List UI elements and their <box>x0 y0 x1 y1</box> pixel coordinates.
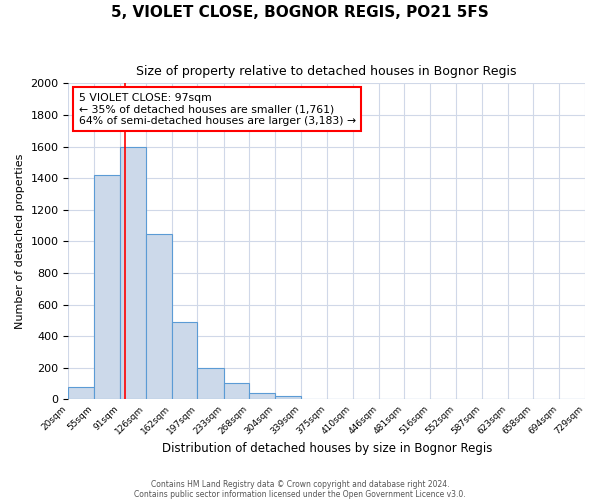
Bar <box>224 383 249 400</box>
Bar <box>68 387 94 400</box>
Bar <box>275 396 301 400</box>
Bar <box>146 234 172 400</box>
Bar <box>120 146 146 400</box>
Text: 5, VIOLET CLOSE, BOGNOR REGIS, PO21 5FS: 5, VIOLET CLOSE, BOGNOR REGIS, PO21 5FS <box>111 5 489 20</box>
Text: 5 VIOLET CLOSE: 97sqm
← 35% of detached houses are smaller (1,761)
64% of semi-d: 5 VIOLET CLOSE: 97sqm ← 35% of detached … <box>79 93 356 126</box>
Text: Contains HM Land Registry data © Crown copyright and database right 2024.
Contai: Contains HM Land Registry data © Crown c… <box>134 480 466 499</box>
Bar <box>197 368 224 400</box>
Bar <box>172 322 197 400</box>
Y-axis label: Number of detached properties: Number of detached properties <box>15 154 25 329</box>
Title: Size of property relative to detached houses in Bognor Regis: Size of property relative to detached ho… <box>136 65 517 78</box>
Bar <box>94 175 120 400</box>
Bar <box>249 393 275 400</box>
X-axis label: Distribution of detached houses by size in Bognor Regis: Distribution of detached houses by size … <box>161 442 492 455</box>
